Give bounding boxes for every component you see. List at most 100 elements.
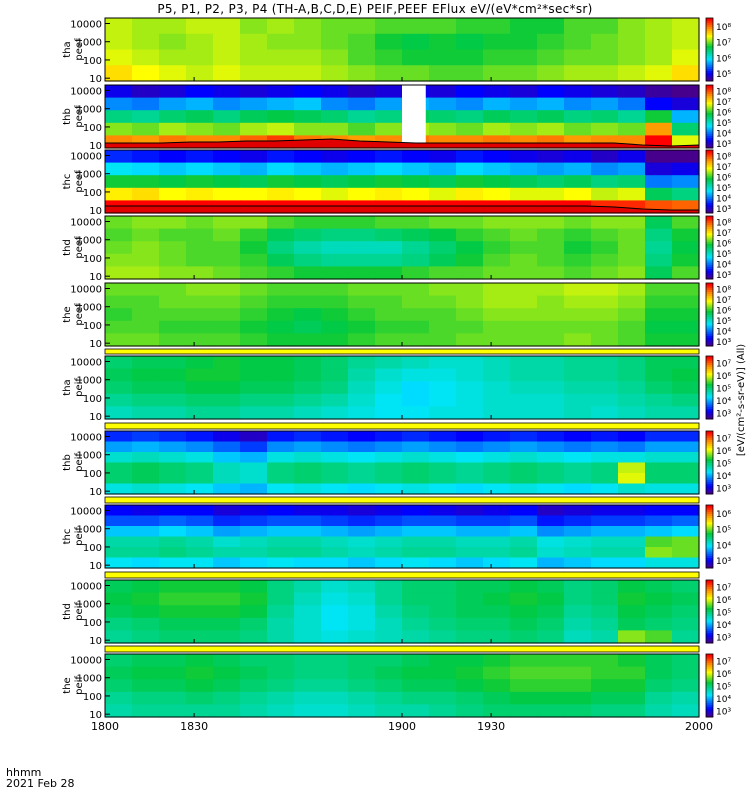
heatmap-cell [672, 110, 700, 124]
heatmap-cell [186, 308, 214, 322]
colorbar-segment [706, 85, 713, 88]
heatmap-cell [348, 216, 376, 230]
heatmap-cell [186, 483, 214, 495]
colorbar-tick-label: 10⁷ [716, 583, 731, 593]
heatmap-cell [132, 666, 160, 680]
heatmap-cell [348, 18, 376, 35]
colorbar-segment [706, 445, 713, 449]
heatmap-cell [591, 175, 619, 189]
colorbar-segment [706, 295, 713, 299]
heatmap-cell [105, 175, 133, 189]
heatmap-cell [240, 228, 268, 242]
heatmap-cell [132, 18, 160, 35]
heatmap-cell [645, 33, 673, 51]
colorbar-segment [706, 511, 713, 514]
heatmap-cell [591, 630, 619, 644]
heatmap-cell [618, 617, 646, 631]
heatmap-cell [240, 605, 268, 619]
heatmap-cell [159, 536, 187, 548]
heatmap-cell [510, 110, 538, 124]
y-tick-label: 10 [89, 206, 102, 217]
heatmap-cell [105, 557, 133, 569]
heatmap-cell [672, 283, 700, 297]
colorbar-segment [706, 603, 713, 606]
heatmap-cell [456, 580, 484, 594]
heatmap-cell [240, 283, 268, 297]
colorbar-segment [706, 513, 713, 516]
heatmap-cell [240, 452, 268, 464]
heatmap-cell [537, 241, 565, 255]
heatmap-cell [429, 266, 457, 280]
heatmap-cell [456, 557, 484, 569]
heatmap-cell [105, 630, 133, 644]
heatmap-cell [132, 462, 160, 474]
heatmap-cell [645, 320, 673, 334]
colorbar-segment [706, 447, 713, 451]
colorbar-segment [706, 460, 713, 463]
heatmap-cell [645, 228, 673, 242]
colorbar-segment [706, 230, 713, 234]
heatmap-cell [510, 393, 538, 407]
heatmap-cell [591, 505, 619, 517]
heatmap-cell [348, 704, 376, 718]
heatmap-cell [672, 65, 700, 82]
heatmap-cell [618, 187, 646, 201]
heatmap-cell [132, 216, 160, 230]
heatmap-cell [321, 356, 349, 370]
heatmap-cell [618, 18, 646, 35]
heatmap-cell [294, 33, 322, 51]
heatmap-cell [618, 333, 646, 347]
heatmap-cell [105, 122, 133, 136]
heatmap-cell [375, 266, 403, 280]
y-tick-label: 10000 [70, 655, 102, 666]
heatmap-cell [618, 150, 646, 164]
heatmap-cell [159, 526, 187, 538]
heatmap-cell [537, 691, 565, 705]
heatmap-cell [537, 97, 565, 111]
heatmap-cell [429, 704, 457, 718]
colorbar-segment [706, 268, 713, 272]
heatmap-cell [321, 162, 349, 176]
colorbar-segment [706, 260, 713, 263]
heatmap-cell [618, 253, 646, 267]
heatmap-cell [591, 406, 619, 420]
heatmap-cell [483, 666, 511, 680]
heatmap-cell [294, 162, 322, 176]
heatmap-cell [375, 175, 403, 189]
heatmap-cell [645, 617, 673, 631]
heatmap-cell [321, 704, 349, 718]
heatmap-cell [564, 547, 592, 559]
heatmap-cell [429, 49, 457, 66]
heatmap-cell [510, 557, 538, 569]
heatmap-cell [213, 381, 241, 395]
heatmap-cell [105, 18, 133, 35]
colorbar-segment [706, 120, 713, 124]
heatmap-cell [132, 393, 160, 407]
colorbar-segment [706, 333, 713, 336]
colorbar-segment [706, 656, 713, 659]
y-tick-label: 10000 [70, 581, 102, 592]
colorbar-segment [706, 158, 713, 161]
heatmap-cell [645, 452, 673, 464]
heatmap-cell [132, 473, 160, 485]
colorbar-segment [706, 528, 713, 531]
colorbar-segment [706, 62, 713, 65]
heatmap-cell [564, 505, 592, 517]
colorbar-segment [706, 675, 713, 678]
y-axis-label: peif [74, 676, 85, 695]
heatmap-cell [105, 441, 133, 453]
colorbar-segment [706, 166, 713, 170]
heatmap-cell [510, 368, 538, 382]
heatmap-cell [267, 515, 295, 527]
heatmap-cell [321, 283, 349, 297]
heatmap-cell [645, 406, 673, 420]
heatmap-cell [321, 333, 349, 347]
heatmap-cell [267, 547, 295, 559]
colorbar-tick-label: 10⁴ [716, 129, 731, 139]
heatmap-cell [348, 605, 376, 619]
y-axis-label: peif [74, 527, 85, 546]
y-tick-label: 100 [83, 692, 102, 703]
heatmap-cell [267, 483, 295, 495]
heatmap-cell [213, 406, 241, 420]
heatmap-cell [456, 483, 484, 495]
